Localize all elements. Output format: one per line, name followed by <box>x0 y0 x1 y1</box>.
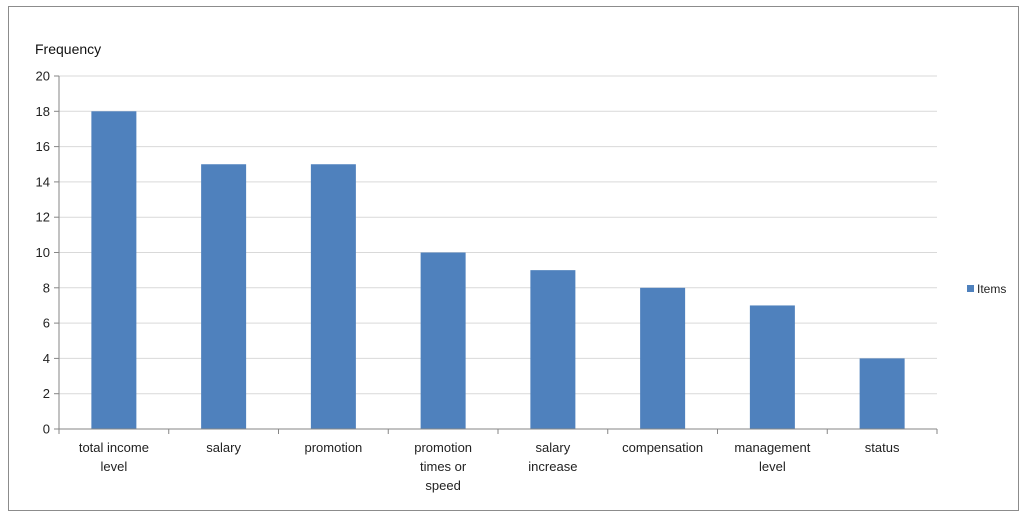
x-category-label: increase <box>528 459 577 474</box>
y-axis-title: Frequency <box>35 41 101 57</box>
bar <box>530 270 576 429</box>
legend: Items <box>967 282 1006 296</box>
x-category-label: promotion <box>304 440 362 455</box>
legend-label-items: Items <box>977 282 1006 296</box>
y-tick-label: 16 <box>36 139 50 154</box>
bars <box>91 111 905 430</box>
bar <box>749 305 795 429</box>
y-tick-label: 14 <box>36 174 50 189</box>
gridlines <box>59 75 937 430</box>
x-category-label: salary <box>536 440 571 455</box>
bar <box>859 358 905 429</box>
x-category-label: salary <box>206 440 241 455</box>
bar <box>201 164 247 429</box>
x-category-label: speed <box>425 478 460 493</box>
x-axis-labels: total income level salary promotion promotio… <box>79 440 900 493</box>
chart-frame: Frequency 0 2 4 6 8 10 12 14 16 18 20 total income… <box>8 6 1019 511</box>
y-tick-label: 20 <box>36 69 50 84</box>
x-category-label: promotion <box>414 440 472 455</box>
x-category-label: status <box>865 440 900 455</box>
y-tick-label: 2 <box>43 386 50 401</box>
y-tick-label: 8 <box>43 280 50 295</box>
y-axis-ticks: 0 2 4 6 8 10 12 14 16 18 20 <box>36 69 59 437</box>
x-category-label: level <box>759 459 786 474</box>
x-category-label: times or <box>420 459 467 474</box>
bar <box>640 287 686 429</box>
x-category-label: compensation <box>622 440 703 455</box>
legend-swatch-items <box>967 285 974 292</box>
y-tick-label: 12 <box>36 210 50 225</box>
bar-chart: Frequency 0 2 4 6 8 10 12 14 16 18 20 total income… <box>35 41 1006 493</box>
y-tick-label: 18 <box>36 104 50 119</box>
y-tick-label: 4 <box>43 351 50 366</box>
y-tick-label: 10 <box>36 245 50 260</box>
x-category-label: level <box>101 459 128 474</box>
y-tick-label: 6 <box>43 316 50 331</box>
x-category-label: management <box>734 440 810 455</box>
x-axis <box>58 76 938 434</box>
y-tick-label: 0 <box>43 422 50 437</box>
bar <box>420 252 466 429</box>
x-category-label: total income <box>79 440 149 455</box>
bar <box>91 111 137 430</box>
bar <box>310 164 356 429</box>
